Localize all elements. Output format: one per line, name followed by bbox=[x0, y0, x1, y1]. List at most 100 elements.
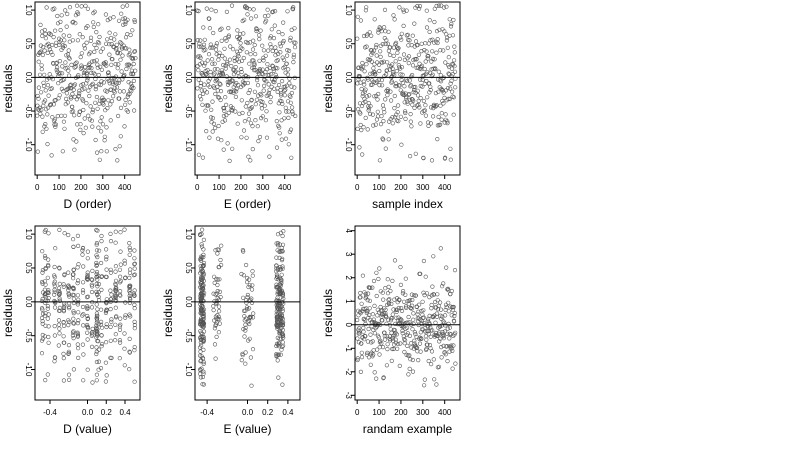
data-point bbox=[411, 90, 416, 95]
data-point bbox=[254, 27, 259, 32]
data-point bbox=[206, 52, 212, 57]
data-point bbox=[396, 63, 401, 68]
data-point bbox=[377, 266, 382, 271]
data-point bbox=[90, 277, 95, 283]
data-point bbox=[216, 123, 221, 129]
data-point bbox=[273, 72, 278, 77]
data-point bbox=[394, 332, 399, 337]
data-point bbox=[382, 7, 388, 12]
data-point bbox=[403, 276, 408, 281]
data-point bbox=[367, 30, 372, 35]
data-point bbox=[361, 33, 367, 39]
data-point bbox=[65, 11, 70, 17]
data-point bbox=[201, 371, 206, 376]
data-point bbox=[396, 297, 402, 302]
data-point bbox=[66, 73, 72, 78]
data-point bbox=[392, 258, 398, 263]
data-point bbox=[396, 305, 401, 311]
data-point bbox=[57, 298, 62, 303]
data-point bbox=[433, 320, 438, 325]
data-point bbox=[61, 334, 66, 339]
data-point bbox=[273, 45, 278, 50]
data-point bbox=[383, 286, 388, 291]
data-point bbox=[95, 65, 100, 70]
data-point bbox=[77, 109, 83, 114]
x-tick-label: 400 bbox=[118, 183, 132, 192]
data-point bbox=[201, 237, 206, 242]
data-point bbox=[445, 331, 450, 336]
data-point bbox=[443, 60, 448, 65]
data-point bbox=[431, 254, 436, 259]
data-point bbox=[81, 312, 86, 317]
data-point bbox=[390, 121, 395, 126]
data-point bbox=[449, 343, 454, 348]
data-point bbox=[213, 356, 218, 361]
data-point bbox=[86, 88, 91, 93]
data-point bbox=[386, 137, 391, 142]
data-point bbox=[276, 29, 281, 35]
data-point bbox=[355, 336, 360, 341]
data-point bbox=[200, 155, 205, 160]
data-point bbox=[64, 24, 69, 29]
data-point bbox=[75, 302, 80, 307]
data-point bbox=[248, 106, 253, 111]
data-point bbox=[362, 69, 367, 74]
data-point bbox=[250, 347, 256, 352]
data-point bbox=[242, 81, 247, 86]
data-point bbox=[427, 90, 432, 95]
data-point bbox=[197, 94, 203, 99]
data-point bbox=[95, 327, 100, 332]
data-point bbox=[127, 367, 132, 372]
data-point bbox=[113, 298, 119, 304]
data-point bbox=[387, 52, 393, 58]
data-point bbox=[406, 314, 411, 320]
data-point bbox=[266, 82, 271, 87]
data-point bbox=[71, 244, 76, 249]
data-point bbox=[49, 153, 54, 158]
data-point bbox=[199, 296, 204, 301]
data-point bbox=[122, 346, 127, 351]
data-point bbox=[199, 256, 204, 261]
data-point bbox=[359, 86, 364, 92]
data-point bbox=[84, 275, 90, 280]
data-point bbox=[57, 93, 62, 98]
data-point bbox=[392, 17, 397, 22]
data-point bbox=[85, 24, 90, 29]
data-point bbox=[234, 86, 239, 91]
data-point bbox=[366, 326, 371, 332]
data-point bbox=[419, 48, 424, 54]
data-point bbox=[436, 114, 441, 119]
plot-frame bbox=[354, 225, 461, 401]
data-point bbox=[215, 251, 220, 256]
y-tick-label: 1 bbox=[344, 299, 353, 304]
data-point bbox=[117, 327, 123, 333]
data-point bbox=[278, 290, 283, 295]
data-point bbox=[78, 54, 83, 60]
data-point bbox=[223, 95, 228, 100]
data-point bbox=[450, 366, 455, 371]
data-point bbox=[106, 73, 111, 78]
data-point bbox=[253, 118, 258, 123]
data-point bbox=[437, 27, 442, 32]
data-point bbox=[104, 63, 109, 68]
data-point bbox=[235, 28, 240, 33]
data-point bbox=[94, 150, 100, 155]
data-point bbox=[370, 312, 376, 317]
data-point bbox=[272, 23, 277, 28]
data-point bbox=[445, 45, 450, 50]
data-point bbox=[447, 336, 452, 341]
data-point bbox=[378, 26, 383, 31]
data-point bbox=[39, 351, 45, 356]
data-point bbox=[204, 129, 209, 134]
data-point bbox=[99, 325, 105, 330]
data-point bbox=[384, 315, 389, 320]
data-point bbox=[249, 16, 254, 21]
data-point bbox=[85, 256, 90, 261]
data-point bbox=[274, 322, 279, 328]
data-point bbox=[94, 359, 99, 365]
data-point bbox=[452, 44, 457, 49]
data-point bbox=[436, 303, 441, 309]
data-point bbox=[363, 318, 368, 323]
data-point bbox=[275, 267, 280, 273]
data-point bbox=[415, 312, 420, 317]
